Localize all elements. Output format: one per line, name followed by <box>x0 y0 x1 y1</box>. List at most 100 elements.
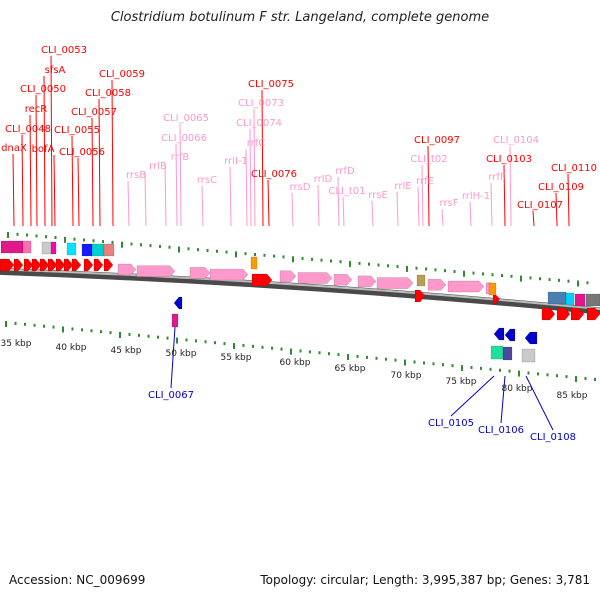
rrna-gene-arrow <box>136 265 176 277</box>
leader-line <box>396 191 399 227</box>
red-gene-arrow <box>71 258 82 272</box>
gene-label-cli-t02: CLI_t02 <box>410 154 447 165</box>
leader-line <box>245 148 248 227</box>
gene-label-rrli-1: rrlI-1 <box>224 156 248 167</box>
leader-line <box>249 128 252 227</box>
topology-text: Topology: circular; Length: 3,995,387 bp… <box>260 573 590 587</box>
rrna-gene-arrow <box>189 267 211 279</box>
gene-label-cli-0109: CLI_0109 <box>538 182 584 193</box>
leader-line <box>35 94 38 227</box>
gene-label-rrlh-1: rrlH-1 <box>462 191 490 202</box>
leader-line <box>427 145 430 227</box>
gene-label-rrsf: rrsF <box>439 198 458 209</box>
leader-line <box>555 192 558 227</box>
rrna-gene-arrow <box>297 272 333 284</box>
gene-label-cli-t01: CLI_t01 <box>328 186 365 197</box>
red-gene-arrow <box>570 307 585 321</box>
leader-line <box>77 157 80 227</box>
gene-label-rrsc: rrsC <box>197 175 217 186</box>
red-gene-arrow <box>0 258 15 272</box>
rrna-gene-arrow <box>279 270 297 283</box>
scale-label: 55 kbp <box>221 353 252 363</box>
gene-label-cli-0107: CLI_0107 <box>517 200 563 211</box>
leader-line <box>253 108 256 227</box>
red-gene-arrow <box>55 258 66 272</box>
blue-gene-arrow <box>504 328 516 342</box>
leader-line <box>342 196 345 227</box>
red-gene-arrow <box>93 258 104 272</box>
backbone-dark <box>0 267 600 315</box>
accession-text: Accession: NC_009699 <box>9 573 146 587</box>
gene-label-bofa: bofA <box>32 144 55 155</box>
leader-line <box>261 89 264 227</box>
rrna-gene-arrow <box>333 273 353 286</box>
gene-label-rrsb: rrsB <box>126 170 146 181</box>
red-gene-arrow <box>13 258 24 272</box>
leader-line <box>337 176 340 227</box>
red-gene-arrow <box>251 273 273 287</box>
feature-box <box>66 242 77 256</box>
scale-label: 65 kbp <box>335 364 366 374</box>
red-gene-arrow <box>556 307 571 321</box>
leader-line <box>267 179 270 227</box>
leader-line <box>179 123 182 227</box>
leader-line <box>175 143 178 227</box>
rrna-gene-arrow <box>427 279 447 291</box>
red-gene-arrow <box>23 258 34 272</box>
rrna-gene-arrow <box>117 263 137 276</box>
leader-line <box>111 79 114 227</box>
gene-label-cli-0058: CLI_0058 <box>85 88 131 99</box>
gene-labels: dnaX CLI_0048 recR CLI_0050 sfsA CLI_0053 bofA… <box>1 45 597 443</box>
scale-label: 45 kbp <box>111 346 142 356</box>
leader-line <box>503 164 506 227</box>
blue-gene-arrow <box>493 327 505 341</box>
gene-label-cli-0050: CLI_0050 <box>20 84 66 95</box>
gene-label-cli-0075: CLI_0075 <box>248 79 294 90</box>
leader-lines <box>12 55 570 431</box>
scale-label: 75 kbp <box>446 377 477 387</box>
leader-line <box>91 117 94 227</box>
red-gene-arrow <box>103 258 114 272</box>
red-gene-arrow <box>541 307 556 321</box>
gene-label-rrfd: rrfD <box>335 166 355 177</box>
gene-label-rrsd: rrsD <box>290 182 311 193</box>
leader-line <box>469 201 472 227</box>
gene-label-cli-0097: CLI_0097 <box>414 135 460 146</box>
gene-label-cli-0076: CLI_0076 <box>251 169 297 180</box>
rrna-gene-arrow <box>376 277 414 289</box>
gene-label-cli-0073: CLI_0073 <box>238 98 284 109</box>
gene-features[interactable] <box>0 240 600 363</box>
scale-label: 50 kbp <box>166 349 197 359</box>
gene-label-cli-0048: CLI_0048 <box>5 124 51 135</box>
gene-label-cli-0066: CLI_0066 <box>161 133 207 144</box>
rrna-gene-arrow <box>357 275 377 288</box>
red-gene-arrow <box>63 258 74 272</box>
feature-box <box>565 292 575 306</box>
leader-line <box>170 326 176 389</box>
red-gene-arrow <box>47 258 58 272</box>
feature-box <box>250 256 258 270</box>
scale-label: 80 kbp <box>502 384 533 394</box>
feature-box <box>41 241 53 255</box>
leader-line <box>29 114 32 227</box>
gene-label-cli-0074: CLI_0074 <box>236 118 282 129</box>
scale-label: 85 kbp <box>557 391 588 401</box>
leader-line <box>98 98 101 227</box>
gene-label-rrlb: rrlB <box>149 161 167 172</box>
feature-box <box>81 243 93 257</box>
leader-line <box>371 200 374 227</box>
leader-line <box>53 154 56 227</box>
leader-line <box>317 184 320 227</box>
feature-box <box>502 346 513 361</box>
leader-line <box>144 171 147 227</box>
gene-label-cli-0105: CLI_0105 <box>428 418 474 429</box>
leader-line <box>450 375 495 417</box>
gene-label-cli-0108: CLI_0108 <box>530 432 576 443</box>
leader-line <box>417 186 420 227</box>
gene-label-cli-0103: CLI_0103 <box>486 154 532 165</box>
red-gene-arrow <box>586 307 600 321</box>
gene-label-recr: recR <box>25 104 48 115</box>
feature-box <box>171 313 179 328</box>
scale-label: 70 kbp <box>391 371 422 381</box>
